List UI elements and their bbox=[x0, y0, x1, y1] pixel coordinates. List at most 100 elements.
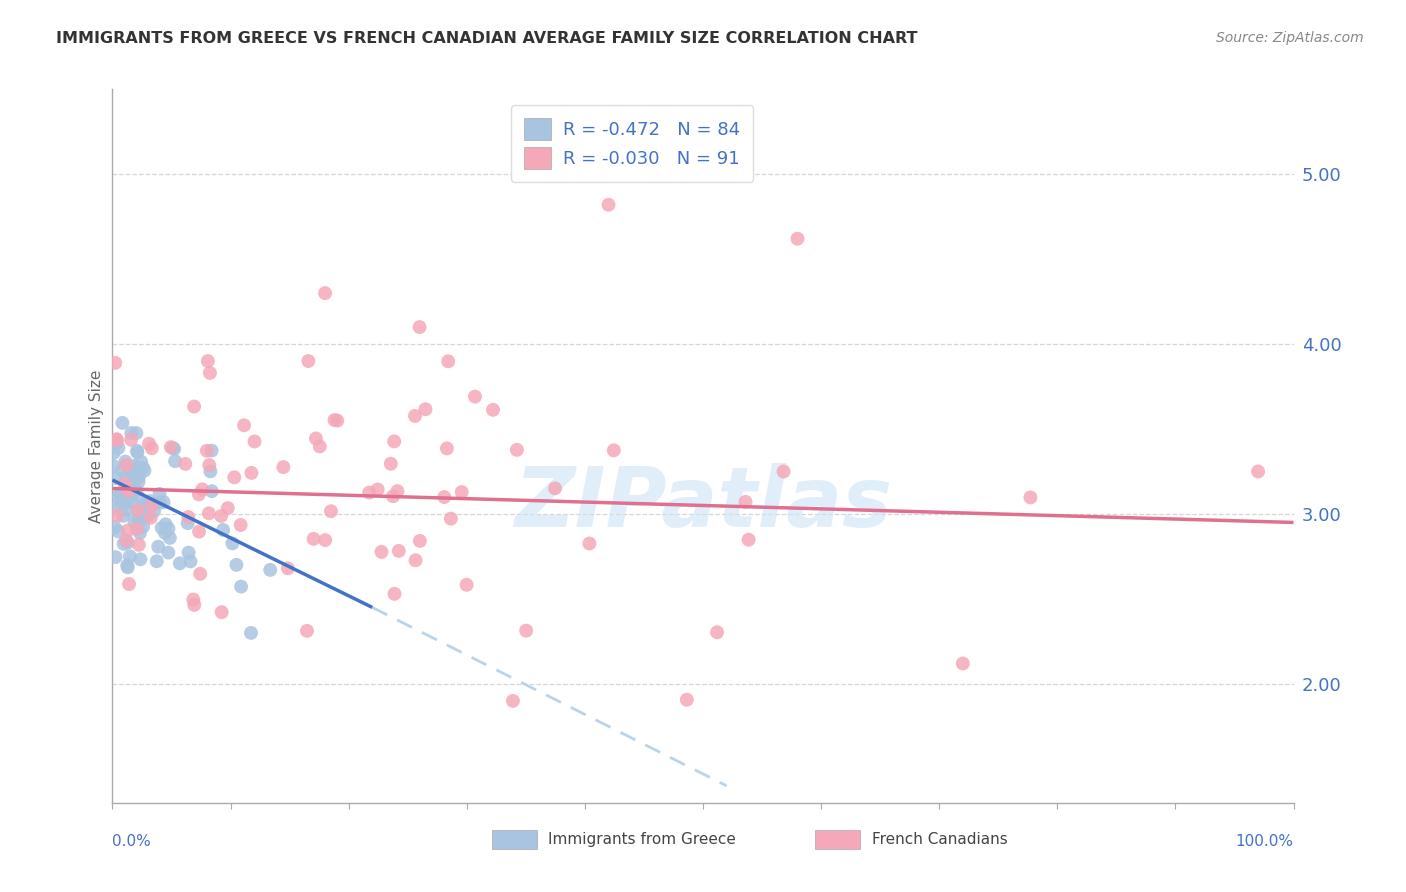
Point bbox=[440, 511, 463, 525]
Point bbox=[952, 657, 974, 671]
Point bbox=[125, 443, 148, 458]
Point bbox=[502, 694, 524, 708]
Point bbox=[198, 458, 221, 472]
Point bbox=[141, 442, 163, 456]
Point bbox=[165, 454, 187, 468]
Point bbox=[578, 536, 600, 550]
Point bbox=[157, 522, 180, 536]
Point bbox=[212, 523, 235, 537]
Point bbox=[132, 508, 155, 522]
Point bbox=[277, 561, 299, 575]
Point bbox=[117, 503, 139, 517]
Point bbox=[737, 533, 759, 547]
Point bbox=[107, 524, 129, 539]
Point bbox=[706, 625, 728, 640]
Point bbox=[229, 580, 252, 594]
Point bbox=[183, 592, 205, 607]
Point bbox=[114, 469, 136, 483]
Point bbox=[127, 489, 149, 503]
Point bbox=[114, 454, 136, 468]
Point bbox=[118, 577, 141, 591]
Point bbox=[370, 545, 392, 559]
Point bbox=[111, 416, 134, 430]
Point bbox=[121, 466, 143, 480]
Point bbox=[162, 441, 184, 455]
Point bbox=[128, 475, 150, 489]
Point bbox=[786, 232, 808, 246]
Point bbox=[110, 495, 132, 509]
Point bbox=[105, 433, 128, 447]
Text: 0.0%: 0.0% bbox=[112, 834, 152, 849]
Point bbox=[772, 465, 794, 479]
Point bbox=[124, 458, 146, 473]
Point bbox=[437, 354, 460, 368]
Point bbox=[129, 552, 152, 566]
Point bbox=[240, 626, 263, 640]
Point bbox=[105, 432, 128, 446]
Point bbox=[118, 549, 141, 564]
Point bbox=[603, 443, 626, 458]
Point bbox=[104, 520, 127, 534]
Point bbox=[125, 426, 148, 441]
Point bbox=[134, 464, 156, 478]
Point bbox=[387, 484, 409, 499]
Point bbox=[308, 439, 330, 453]
Point bbox=[436, 442, 458, 456]
Point bbox=[314, 286, 336, 301]
Point bbox=[217, 501, 239, 516]
Point bbox=[117, 560, 139, 574]
Point bbox=[124, 467, 146, 482]
Point bbox=[209, 508, 232, 523]
Point bbox=[112, 537, 135, 551]
Text: ZIPatlas: ZIPatlas bbox=[515, 463, 891, 543]
Point bbox=[138, 436, 160, 450]
Point bbox=[152, 495, 174, 509]
Point bbox=[198, 506, 221, 520]
Point bbox=[107, 489, 129, 503]
Point bbox=[121, 478, 143, 492]
Point bbox=[115, 495, 138, 509]
Point bbox=[176, 516, 198, 531]
Point bbox=[104, 471, 127, 485]
Legend: R = -0.472   N = 84, R = -0.030   N = 91: R = -0.472 N = 84, R = -0.030 N = 91 bbox=[510, 105, 754, 182]
Point bbox=[482, 402, 505, 417]
Point bbox=[240, 466, 263, 480]
Point bbox=[314, 533, 336, 547]
Point bbox=[117, 558, 139, 573]
Point bbox=[367, 483, 389, 497]
Point bbox=[598, 198, 620, 212]
Point bbox=[183, 598, 205, 612]
Point bbox=[456, 578, 478, 592]
Point bbox=[187, 487, 209, 501]
Point bbox=[127, 503, 149, 517]
Point bbox=[129, 526, 152, 541]
Point bbox=[243, 434, 266, 449]
Text: French Canadians: French Canadians bbox=[872, 832, 1008, 847]
Point bbox=[120, 433, 142, 447]
Point bbox=[211, 605, 233, 619]
Point bbox=[195, 443, 218, 458]
Point bbox=[127, 461, 149, 475]
Point bbox=[229, 518, 252, 533]
Point bbox=[515, 624, 537, 638]
Point bbox=[115, 458, 138, 472]
Point bbox=[273, 460, 295, 475]
Point bbox=[544, 481, 567, 495]
Point bbox=[117, 524, 139, 538]
Point bbox=[295, 624, 318, 638]
Point bbox=[149, 496, 172, 510]
Point bbox=[224, 470, 246, 484]
Point bbox=[114, 477, 136, 491]
Point bbox=[405, 553, 427, 567]
Point bbox=[112, 508, 135, 523]
Point bbox=[177, 546, 200, 560]
Point bbox=[107, 441, 129, 455]
Point bbox=[117, 483, 139, 498]
Point bbox=[153, 525, 176, 540]
Point bbox=[148, 487, 170, 501]
Point bbox=[105, 508, 128, 523]
Point bbox=[183, 400, 205, 414]
Point bbox=[734, 495, 756, 509]
Text: Immigrants from Greece: Immigrants from Greece bbox=[548, 832, 737, 847]
Point bbox=[120, 425, 142, 440]
